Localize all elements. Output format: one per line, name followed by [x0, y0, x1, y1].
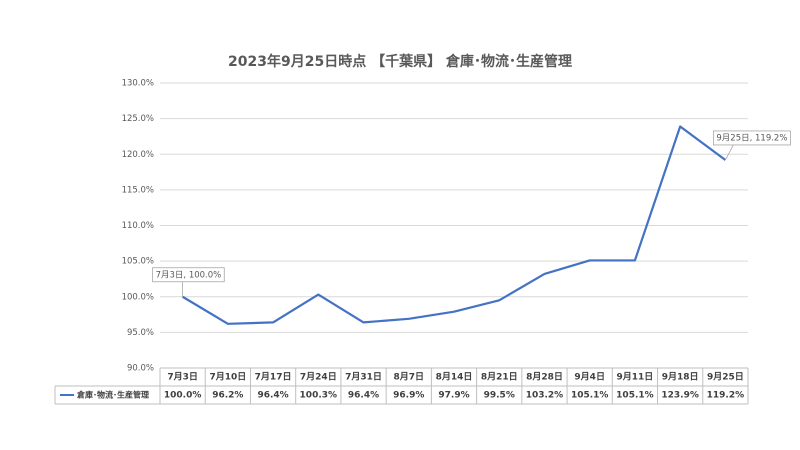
data-table-value: 105.1% — [616, 391, 654, 401]
data-table-value: 119.2% — [707, 391, 745, 401]
annotation-pointer — [725, 144, 734, 161]
data-table-value: 96.2% — [212, 391, 243, 401]
x-tick-label: 9月18日 — [662, 372, 699, 383]
x-tick-label: 7月17日 — [255, 372, 292, 383]
data-table-value: 96.4% — [257, 391, 288, 401]
data-table-value: 97.9% — [438, 391, 469, 401]
data-table-value: 100.3% — [300, 391, 338, 401]
x-tick-label: 9月25日 — [707, 372, 744, 383]
x-tick-label: 7月31日 — [345, 372, 382, 383]
data-table-value: 96.9% — [393, 391, 424, 401]
y-tick-label: 110.0% — [122, 221, 154, 231]
data-table-value: 96.4% — [348, 391, 379, 401]
annotation-box — [712, 130, 791, 146]
data-table-value: 103.2% — [526, 391, 564, 401]
x-tick-label: 7月10日 — [209, 372, 246, 383]
y-tick-label: 95.0% — [127, 328, 154, 338]
y-tick-label: 90.0% — [127, 364, 154, 374]
x-tick-label: 7月24日 — [300, 372, 337, 383]
y-tick-label: 125.0% — [122, 114, 154, 124]
data-table-value: 105.1% — [571, 391, 609, 401]
annotation: 9月25日, 119.2% — [716, 133, 787, 143]
x-tick-label: 7月3日 — [167, 372, 198, 383]
chart-title: 2023年9月25日時点 【千葉県】 倉庫･物流･生産管理 — [228, 53, 572, 70]
data-table-value: 100.0% — [164, 391, 202, 401]
x-tick-label: 8月28日 — [526, 372, 563, 383]
y-tick-label: 105.0% — [122, 257, 154, 267]
annotation: 7月3日, 100.0% — [156, 270, 222, 280]
legend-label: 倉庫･物流･生産管理 — [76, 390, 149, 400]
y-tick-label: 120.0% — [122, 150, 154, 160]
data-table-value: 123.9% — [661, 391, 699, 401]
x-tick-label: 8月14日 — [436, 372, 473, 383]
annotation-box — [152, 267, 225, 283]
y-tick-label: 115.0% — [122, 185, 154, 195]
series-line — [182, 125, 727, 325]
x-tick-label: 9月4日 — [574, 372, 605, 383]
x-tick-label: 8月7日 — [394, 372, 425, 383]
y-tick-label: 100.0% — [122, 292, 154, 302]
x-tick-label: 8月21日 — [481, 372, 518, 383]
y-tick-label: 130.0% — [122, 79, 154, 89]
data-table-value: 99.5% — [484, 391, 515, 401]
x-tick-label: 9月11日 — [617, 372, 654, 383]
